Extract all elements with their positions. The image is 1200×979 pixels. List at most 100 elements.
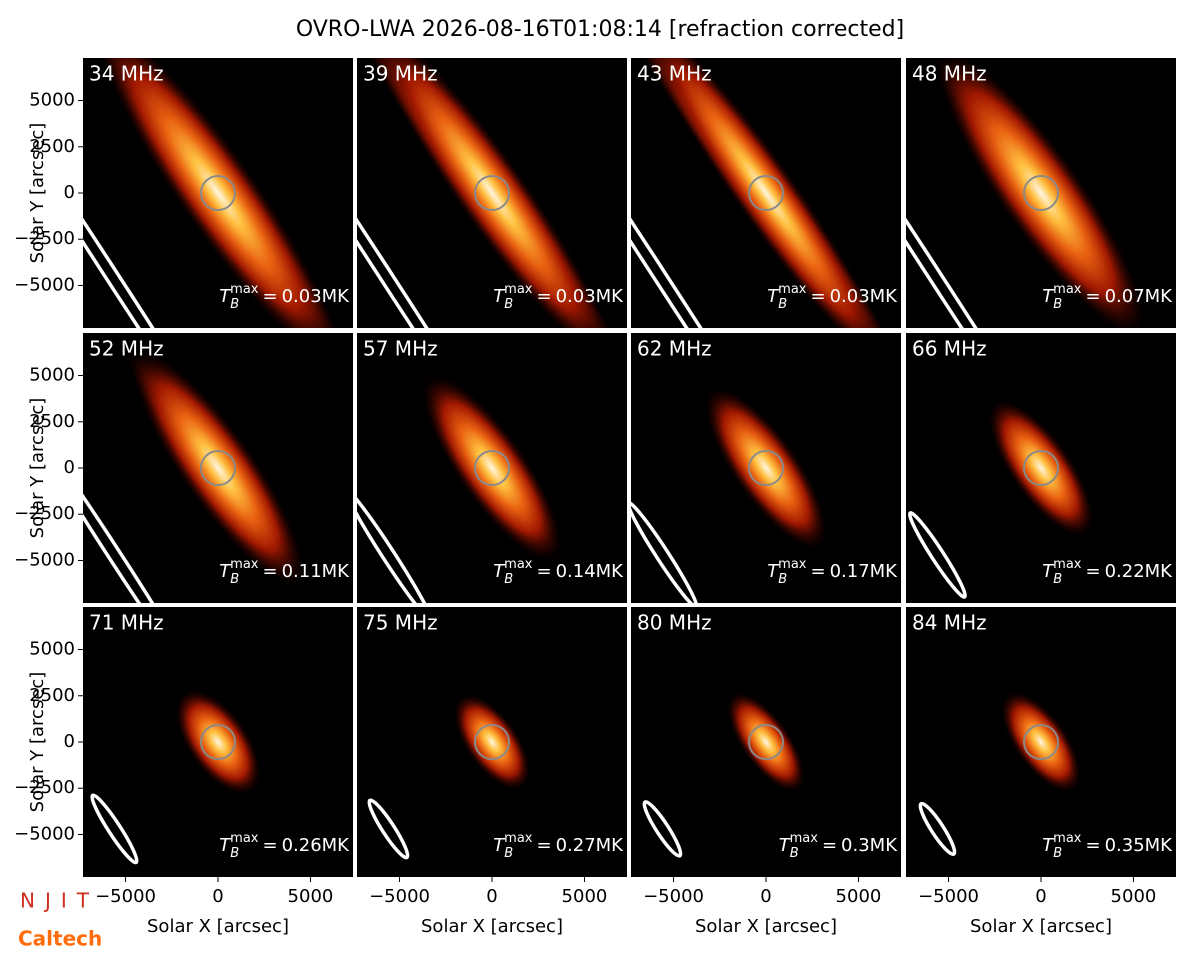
tmax-annotation: TBmax = 0.27MK [493, 831, 624, 861]
panel-label: 48 MHz [912, 62, 987, 86]
y-tick-label: −2500 [14, 228, 75, 249]
image-panel [906, 333, 1176, 603]
equals: = [1085, 286, 1100, 307]
y-axis-label: Solar Y [arcsec] [27, 672, 48, 813]
emission [99, 58, 337, 328]
tb-symbol: T [767, 286, 780, 307]
x-tick-label: 5000 [288, 886, 334, 907]
panel-label: 71 MHz [89, 611, 164, 635]
tb-symbol: T [779, 835, 792, 856]
y-tick-label: −5000 [14, 823, 75, 844]
image-panel [83, 607, 353, 877]
solar-disk [1023, 450, 1059, 486]
tmax-annotation: TBmax = 0.26MK [219, 831, 350, 861]
beam [642, 800, 683, 858]
x-axis-label: Solar X [arcsec] [421, 916, 563, 937]
panel-label: 66 MHz [912, 337, 987, 361]
tb-sub: B [778, 572, 787, 587]
image-panel [357, 333, 627, 603]
y-tick-label: −5000 [14, 549, 75, 570]
solar-disk [474, 450, 510, 486]
tb-sub: B [1053, 572, 1062, 587]
beam [367, 798, 410, 860]
x-tick-label: −5000 [95, 886, 156, 907]
tb-sub: B [230, 846, 239, 861]
beam [918, 801, 957, 857]
y-tick-label: −2500 [14, 777, 75, 798]
image-panel [357, 58, 627, 328]
solar-disk [748, 724, 784, 760]
y-tick-label: 2500 [29, 136, 75, 157]
panel-label: 75 MHz [363, 611, 438, 635]
beam [631, 60, 806, 328]
tb-sub: B [504, 572, 513, 587]
x-tick-label: −5000 [643, 886, 704, 907]
figure-title: OVRO-LWA 2026-08-16T01:08:14 [refraction… [296, 17, 904, 42]
x-tick-label: 5000 [562, 886, 608, 907]
tb-sup: max [230, 282, 259, 297]
equals: = [536, 561, 551, 582]
solar-disk [1023, 724, 1059, 760]
tb-sup: max [778, 282, 807, 297]
tb-symbol: T [1042, 835, 1055, 856]
tb-symbol: T [219, 286, 232, 307]
solar-disk [200, 724, 236, 760]
x-tick-label: 5000 [836, 886, 882, 907]
tb-sup: max [230, 831, 259, 846]
x-tick-label: 5000 [1111, 886, 1157, 907]
tmax-value: 0.26MK [282, 835, 351, 856]
tmax-annotation: TBmax = 0.17MK [767, 557, 898, 587]
emission [988, 400, 1094, 536]
emission [938, 58, 1144, 328]
panel-label: 57 MHz [363, 337, 438, 361]
panel-label: 62 MHz [637, 337, 712, 361]
equals: = [1085, 561, 1100, 582]
panel-label: 39 MHz [363, 62, 438, 86]
y-tick-label: 5000 [29, 639, 75, 660]
beam [90, 793, 139, 865]
tb-sub: B [230, 297, 239, 312]
beam [906, 60, 1081, 328]
image-panel [631, 607, 901, 877]
tb-sub: B [504, 846, 513, 861]
image-panel [906, 607, 1176, 877]
emission [132, 351, 304, 585]
equals: = [810, 286, 825, 307]
x-tick-label: −5000 [918, 886, 979, 907]
emission [453, 694, 531, 790]
tmax-annotation: TBmax = 0.03MK [493, 282, 624, 312]
image-panel [83, 58, 353, 328]
equals: = [262, 835, 277, 856]
tb-sub: B [504, 297, 513, 312]
y-tick-label: 5000 [29, 90, 75, 111]
tb-symbol: T [493, 286, 506, 307]
x-axis-label: Solar X [arcsec] [695, 916, 837, 937]
emission [727, 692, 805, 792]
tmax-annotation: TBmax = 0.35MK [1042, 831, 1173, 861]
tmax-value: 0.03MK [282, 286, 351, 307]
x-tick-label: 0 [212, 886, 223, 907]
x-tick-label: 0 [1035, 886, 1046, 907]
tmax-value: 0.07MK [1105, 286, 1174, 307]
x-tick-label: 0 [486, 886, 497, 907]
equals: = [536, 286, 551, 307]
y-tick-label: 2500 [29, 411, 75, 432]
logo-caltech: Caltech [18, 927, 102, 951]
tb-sup: max [778, 557, 807, 572]
tmax-value: 0.35MK [1105, 835, 1174, 856]
tmax-annotation: TBmax = 0.03MK [219, 282, 350, 312]
emission [1001, 692, 1081, 792]
tb-sup: max [1053, 282, 1082, 297]
tmax-annotation: TBmax = 0.3MK [779, 831, 899, 861]
tb-sub: B [778, 297, 787, 312]
tmax-value: 0.22MK [1105, 561, 1174, 582]
tmax-value: 0.14MK [556, 561, 625, 582]
x-axis-label: Solar X [arcsec] [147, 916, 289, 937]
solar-disk [474, 175, 510, 211]
x-axis-label: Solar X [arcsec] [970, 916, 1112, 937]
tb-sub: B [1053, 297, 1062, 312]
tb-sup: max [790, 831, 819, 846]
y-tick-label: −2500 [14, 503, 75, 524]
tb-symbol: T [219, 835, 232, 856]
